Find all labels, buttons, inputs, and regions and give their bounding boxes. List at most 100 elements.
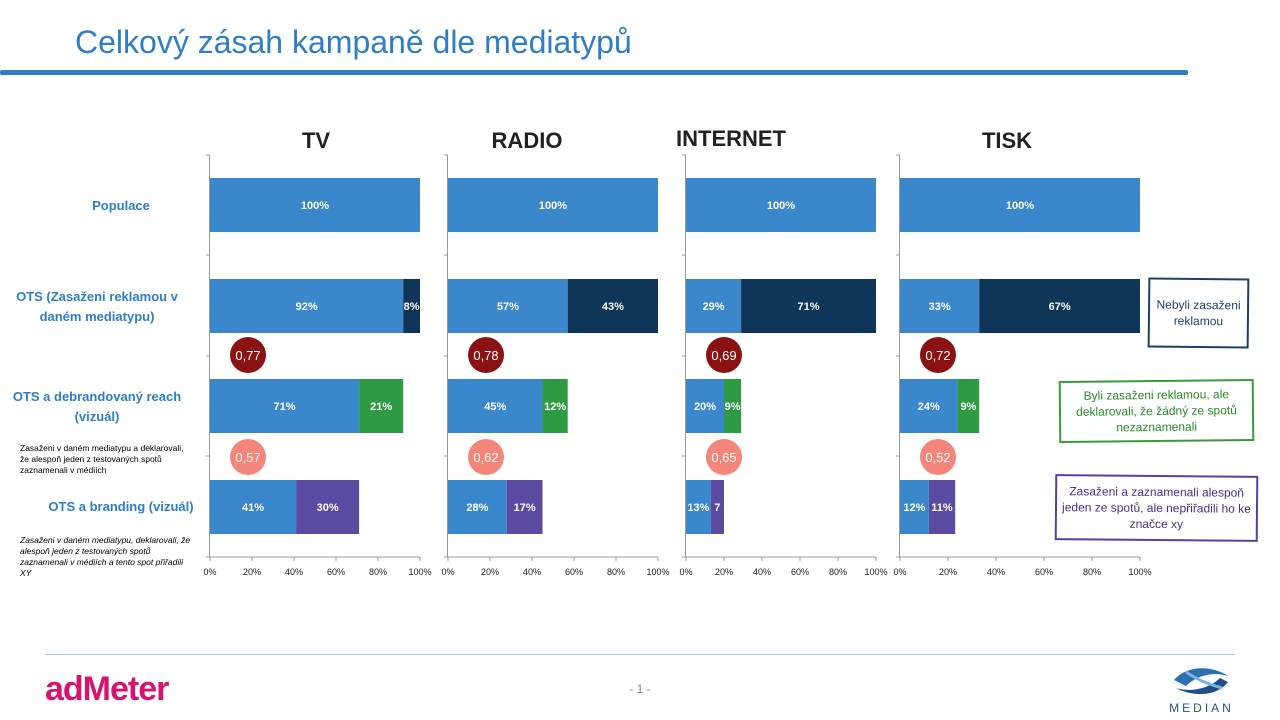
bar-internet-row2-top [724,379,742,433]
bar-tv-row1-base [210,279,404,333]
x-tick-label-internet-1: 20% [715,567,733,577]
x-tick-label-tisk-4: 80% [1083,567,1101,577]
bar-label-radio-row3-top: 17% [514,502,536,514]
bar-tisk-row2-top [957,379,980,433]
x-tick-label-radio-4: 80% [607,567,625,577]
row-label-populace: Populace [92,198,150,213]
x-tick-label-tisk-1: 20% [939,567,957,577]
page-title: Celkový zásah kampaně dle mediatypů [75,24,632,60]
x-tick-label-internet-2: 40% [753,567,771,577]
footer-divider [45,654,1235,655]
bar-tv-row0-base [210,178,420,232]
note-branding: Zasaženi v daném mediatypu, deklarovali,… [20,535,191,578]
bar-tisk-row2-base [900,379,958,433]
ratio-label-radio-1: 0,62 [473,450,498,465]
x-tick-label-radio-1: 20% [481,567,499,577]
bar-label-tv-row3-base: 41% [242,502,264,514]
row-label-branding: OTS a branding (vizuál) [48,499,194,514]
ratio-circle-radio-0 [468,337,504,373]
bar-internet-row3-base [686,480,711,534]
bar-label-internet-row2-top: 9% [725,401,741,413]
x-tick-label-tv-3: 60% [327,567,345,577]
admeter-logo: adMeter [45,670,169,709]
callout-noticed-not-branded: Zasaženi a zaznamenali alespoň jeden ze … [1054,474,1259,542]
chart-title-tv: TV [302,128,330,153]
bar-internet-row3-top [710,480,724,534]
ratio-label-tisk-0: 0,72 [925,348,950,363]
x-tick-label-radio-3: 60% [565,567,583,577]
bar-internet-row0-base [686,178,876,232]
bar-label-radio-row3-base: 28% [466,502,488,514]
bar-tisk-row0-base [900,178,1140,232]
bar-label-tisk-row1-top: 67% [1049,301,1071,313]
ratio-label-internet-1: 0,65 [711,450,736,465]
ratio-label-radio-0: 0,78 [473,348,498,363]
bar-internet-row2-base [686,379,724,433]
x-tick-label-internet-0: 0% [679,567,692,577]
bar-tv-row2-base [210,379,360,433]
ratio-circle-tisk-0 [920,337,956,373]
bar-label-tisk-row0-base: 100% [1006,200,1034,212]
x-tick-label-tisk-2: 40% [987,567,1005,577]
note-debranded: Zasaženi v daném mediatypu a deklarovali… [20,443,184,475]
ratio-circle-tisk-1 [920,439,956,475]
ratio-label-tisk-1: 0,52 [925,450,950,465]
bar-tv-row1-top [403,279,420,333]
bar-tisk-row3-base [900,480,929,534]
ratio-circle-radio-1 [468,439,504,475]
ratio-circle-internet-0 [706,337,742,373]
bar-label-internet-row3-top: 7 [714,502,720,514]
x-tick-label-tv-0: 0% [203,567,216,577]
bar-tisk-row3-top [928,480,956,534]
bar-label-tisk-row2-base: 24% [918,401,940,413]
x-tick-label-radio-5: 100% [646,567,669,577]
bar-label-tv-row1-base: 92% [296,301,318,313]
admeter-logo-text: adMeter [45,670,169,708]
x-tick-label-radio-0: 0% [441,567,454,577]
bar-label-tv-row3-top: 30% [317,502,339,514]
title-underline [0,70,1188,75]
ratio-label-tv-1: 0,57 [235,450,260,465]
bar-label-tisk-row1-base: 33% [929,301,951,313]
x-tick-label-tv-2: 40% [285,567,303,577]
page-number: - 1 - [629,682,651,696]
bar-label-tv-row0-base: 100% [301,200,329,212]
bar-label-internet-row2-base: 20% [694,401,716,413]
bar-radio-row1-top [567,279,658,333]
x-tick-label-tv-1: 20% [243,567,261,577]
bar-label-internet-row0-base: 100% [767,200,795,212]
bar-tv-row3-base [210,480,297,534]
ratio-circle-tv-0 [230,337,266,373]
bar-label-radio-row2-top: 12% [544,401,566,413]
bar-tv-row3-top [296,480,360,534]
bar-radio-row3-top [506,480,543,534]
x-tick-label-internet-4: 80% [829,567,847,577]
x-tick-label-internet-5: 100% [864,567,887,577]
bar-label-internet-row1-base: 29% [703,301,725,313]
bar-label-radio-row2-base: 45% [484,401,506,413]
bar-label-internet-row3-base: 13% [687,502,709,514]
bar-radio-row2-base [448,379,543,433]
x-tick-label-tv-4: 80% [369,567,387,577]
bar-radio-row0-base [448,178,658,232]
ratio-circle-internet-1 [706,439,742,475]
x-tick-label-tisk-3: 60% [1035,567,1053,577]
row-label-debranded-reach: OTS a debrandovaný reach (vizuál) [12,389,182,424]
bar-internet-row1-base [686,279,742,333]
bar-label-internet-row1-top: 71% [798,301,820,313]
bar-tv-row2-top [359,379,404,433]
x-tick-label-tisk-5: 100% [1128,567,1151,577]
callout-reached-not-noticed: Byli zasaženi reklamou, ale deklarovali,… [1058,378,1255,444]
ratio-label-internet-0: 0,69 [711,348,736,363]
callout-not-reached: Nebyli zasaženi reklamou [1147,277,1250,349]
bar-label-radio-row1-top: 43% [602,301,624,313]
bar-tisk-row1-base [900,279,980,333]
bar-radio-row3-base [448,480,507,534]
bar-radio-row1-base [448,279,568,333]
median-logo-text: MEDIAN [1169,701,1234,715]
chart-title-internet: INTERNET [676,126,787,151]
bar-internet-row1-top [741,279,876,333]
bar-label-tv-row2-top: 21% [370,401,392,413]
median-logo-icon [1174,668,1228,695]
x-tick-label-radio-2: 40% [523,567,541,577]
